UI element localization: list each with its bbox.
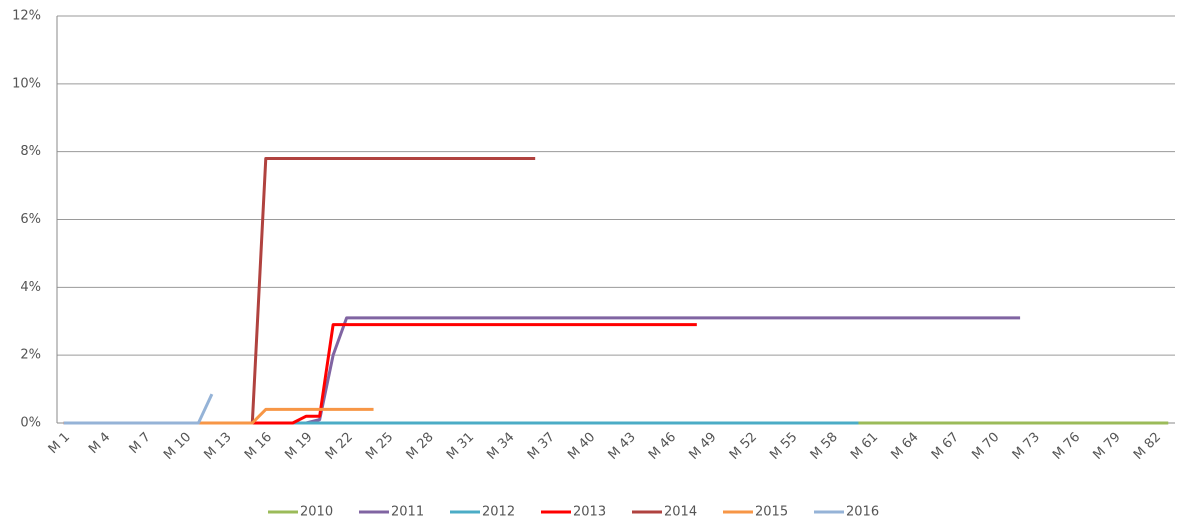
y-tick-label: 4% xyxy=(20,280,41,295)
legend-label: 2010 xyxy=(300,505,333,520)
x-tick-label: M 16 xyxy=(242,430,275,463)
x-tick-label: M 61 xyxy=(848,430,881,463)
x-tick-label: M 43 xyxy=(606,430,639,463)
x-tick-label: M 22 xyxy=(323,430,356,463)
y-tick-label: 2% xyxy=(20,348,41,363)
y-tick-label: 10% xyxy=(12,76,41,91)
x-tick-label: M 1 xyxy=(46,430,73,457)
legend-label: 2014 xyxy=(664,505,697,520)
x-tick-label: M 82 xyxy=(1131,430,1164,463)
legend-label: 2016 xyxy=(846,505,879,520)
x-tick-label: M 4 xyxy=(86,430,113,457)
x-tick-label: M 7 xyxy=(127,430,154,457)
legend-label: 2015 xyxy=(755,505,788,520)
y-tick-label: 8% xyxy=(20,144,41,159)
x-tick-label: M 31 xyxy=(444,430,477,463)
x-tick-label: M 76 xyxy=(1050,430,1083,463)
x-tick-label: M 46 xyxy=(646,430,679,463)
x-tick-label: M 28 xyxy=(404,430,437,463)
x-tick-label: M 52 xyxy=(727,430,760,463)
series-line xyxy=(63,156,536,425)
series-line xyxy=(63,323,697,425)
x-tick-label: M 10 xyxy=(161,430,194,463)
legend-label: 2011 xyxy=(391,505,424,520)
x-tick-label: M 58 xyxy=(808,430,841,463)
x-tick-label: M 79 xyxy=(1091,430,1124,463)
legend-label: 2013 xyxy=(573,505,606,520)
x-tick-label: M 55 xyxy=(767,430,800,463)
y-tick-label: 12% xyxy=(12,9,41,24)
x-tick-label: M 67 xyxy=(929,430,962,463)
y-tick-label: 6% xyxy=(20,212,41,227)
x-tick-label: M 70 xyxy=(969,430,1002,463)
x-tick-label: M 25 xyxy=(363,430,396,463)
x-tick-label: M 19 xyxy=(282,430,315,463)
x-tick-label: M 64 xyxy=(888,430,921,463)
x-tick-label: M 73 xyxy=(1010,430,1043,463)
y-tick-label: 0% xyxy=(20,416,41,431)
x-tick-label: M 40 xyxy=(565,430,598,463)
x-tick-label: M 34 xyxy=(484,430,517,463)
x-tick-label: M 37 xyxy=(525,430,558,463)
series-line xyxy=(63,393,214,425)
x-tick-label: M 49 xyxy=(686,430,719,463)
legend-label: 2012 xyxy=(482,505,515,520)
series-line xyxy=(63,407,374,425)
x-tick-label: M 13 xyxy=(202,430,235,463)
